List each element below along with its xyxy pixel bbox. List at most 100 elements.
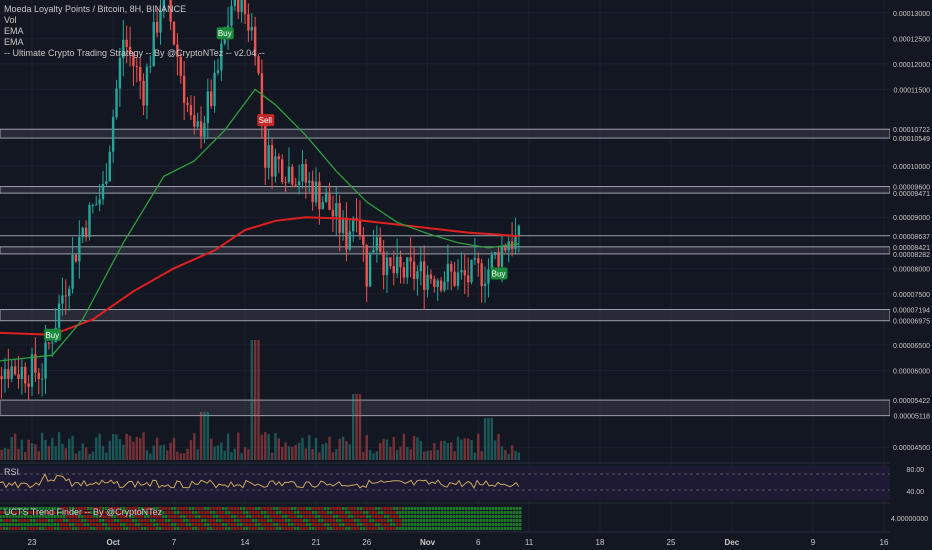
ucts-bar xyxy=(381,511,384,514)
volume-bar xyxy=(101,446,105,460)
ucts-bar xyxy=(108,515,111,518)
ucts-bar xyxy=(156,527,159,530)
ucts-bar xyxy=(453,527,456,530)
ucts-bar xyxy=(147,519,150,522)
ucts-bar xyxy=(6,515,9,518)
ucts-bar xyxy=(78,519,81,522)
ucts-bar xyxy=(363,511,366,514)
ucts-bar xyxy=(240,507,243,510)
ucts-bar xyxy=(24,527,27,530)
ucts-bar xyxy=(51,527,54,530)
ucts-bar xyxy=(465,515,468,518)
candle-body xyxy=(44,342,47,379)
ucts-bar xyxy=(153,523,156,526)
ucts-bar xyxy=(123,511,126,514)
ucts-bar xyxy=(36,511,39,514)
candle-body xyxy=(138,66,142,81)
ucts-bar xyxy=(330,523,333,526)
ucts-bar xyxy=(144,527,147,530)
ucts-bar xyxy=(201,507,204,510)
ucts-bar xyxy=(27,507,30,510)
ucts-bar xyxy=(402,527,405,530)
ucts-bar xyxy=(237,523,240,526)
ucts-bar xyxy=(225,523,228,526)
ucts-bar xyxy=(270,523,273,526)
ucts-bar xyxy=(435,527,438,530)
ucts-bar xyxy=(474,511,477,514)
volume-bar xyxy=(243,447,247,460)
ucts-bar xyxy=(342,511,345,514)
ucts-bar xyxy=(321,515,324,518)
ucts-bar xyxy=(309,519,312,522)
ucts-bar xyxy=(366,515,369,518)
ucts-bar xyxy=(408,515,411,518)
ucts-bar xyxy=(345,527,348,530)
ucts-bar xyxy=(168,527,171,530)
ucts-bar xyxy=(207,511,210,514)
volume-bar xyxy=(155,437,159,460)
volume-bar xyxy=(206,412,210,460)
ucts-bar xyxy=(222,519,225,522)
ucts-bar xyxy=(57,523,60,526)
ucts-bar xyxy=(378,515,381,518)
ucts-bar xyxy=(417,523,420,526)
ucts-bar xyxy=(261,527,264,530)
ucts-bar xyxy=(474,515,477,518)
ucts-bar xyxy=(480,511,483,514)
ucts-bar xyxy=(18,519,21,522)
candle-body xyxy=(514,235,517,250)
volume-bar xyxy=(128,435,132,460)
ucts-bar xyxy=(90,507,93,510)
ucts-bar xyxy=(369,527,372,530)
ucts-bar xyxy=(129,527,132,530)
rsi-pane xyxy=(0,466,890,500)
ucts-bar xyxy=(510,511,513,514)
ucts-bar xyxy=(135,527,138,530)
ucts-bar xyxy=(261,515,264,518)
ucts-bar xyxy=(504,527,507,530)
ucts-bar xyxy=(279,523,282,526)
ucts-bar xyxy=(183,515,186,518)
ucts-bar xyxy=(63,523,66,526)
ucts-bar xyxy=(507,519,510,522)
time-tick-label: 21 xyxy=(312,538,321,547)
ucts-bar xyxy=(417,507,420,510)
volume-bar xyxy=(416,437,419,460)
ucts-bar xyxy=(42,515,45,518)
ucts-bar xyxy=(66,523,69,526)
ucts-bar xyxy=(153,515,156,518)
ucts-bar xyxy=(219,507,222,510)
indicator-ema-1: EMA xyxy=(4,26,24,36)
ucts-bar xyxy=(54,507,57,510)
ucts-bar xyxy=(507,527,510,530)
ucts-bar xyxy=(6,519,9,522)
volume-bar xyxy=(267,433,270,460)
ucts-bar xyxy=(156,507,159,510)
candle-body xyxy=(308,180,311,183)
candle-body xyxy=(487,269,490,284)
rsi-line xyxy=(0,472,520,490)
ucts-bar xyxy=(372,523,375,526)
ucts-bar xyxy=(393,507,396,510)
candle-body xyxy=(91,205,95,207)
ucts-bar xyxy=(357,519,360,522)
ucts-bar xyxy=(321,523,324,526)
price-tick-label: 0.00011500 xyxy=(894,87,931,94)
volume-bar xyxy=(149,453,152,460)
ucts-bar xyxy=(495,511,498,514)
volume-bar xyxy=(51,437,54,460)
ucts-bar xyxy=(84,507,87,510)
ucts-bar xyxy=(450,507,453,510)
ucts-bar xyxy=(411,527,414,530)
ucts-bar xyxy=(99,523,102,526)
ucts-bar xyxy=(405,507,408,510)
ucts-bar xyxy=(15,523,18,526)
candle-body xyxy=(389,257,392,267)
ucts-bar xyxy=(273,527,276,530)
ucts-bar xyxy=(447,511,450,514)
ucts-bar xyxy=(429,511,432,514)
ucts-bar xyxy=(252,519,255,522)
volume-bar xyxy=(504,450,507,460)
ucts-bar xyxy=(345,515,348,518)
